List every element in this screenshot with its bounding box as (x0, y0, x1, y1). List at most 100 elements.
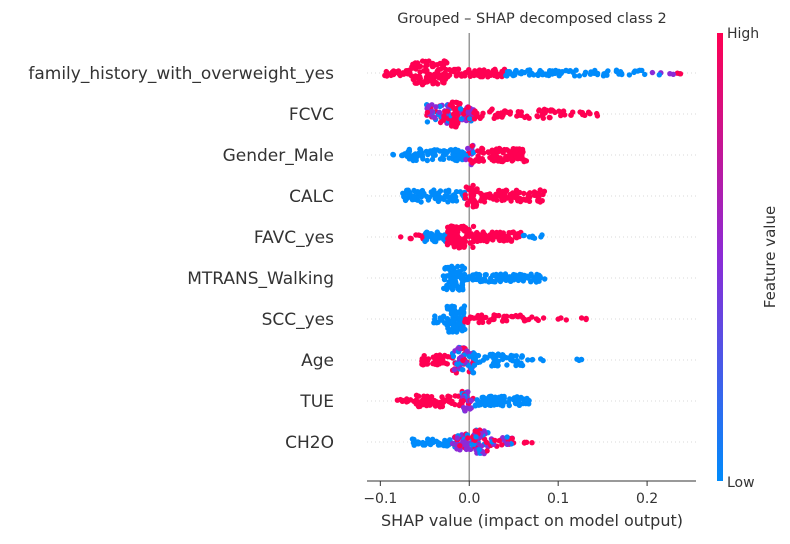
shap-point (458, 243, 464, 250)
shap-point (503, 156, 510, 162)
shap-point (495, 158, 501, 164)
shap-point (506, 402, 512, 409)
shap-point (473, 434, 479, 440)
shap-point (537, 187, 543, 193)
shap-point (487, 236, 493, 242)
shap-point (558, 112, 564, 119)
shap-point (478, 149, 484, 155)
shap-point (444, 273, 451, 279)
shap-point (437, 188, 444, 194)
shap-point (425, 151, 431, 158)
shap-point (582, 69, 589, 76)
shap-point (463, 184, 469, 190)
shap-point (431, 147, 438, 153)
shap-point (419, 151, 425, 158)
shap-point (594, 110, 600, 117)
shap-point (473, 199, 479, 206)
shap-point (451, 275, 457, 281)
shap-point (472, 356, 478, 362)
shap-point (467, 116, 473, 122)
shap-point (465, 276, 471, 283)
shap-point (515, 112, 522, 119)
shap-point (480, 394, 487, 400)
feature-label: CALC (289, 187, 334, 207)
shap-point (656, 72, 662, 78)
shap-point (438, 66, 444, 72)
shap-point (390, 69, 397, 76)
shap-point (529, 314, 535, 320)
shap-point (469, 143, 475, 149)
shap-point (457, 443, 463, 449)
chart-title: Grouped – SHAP decomposed class 2 (397, 11, 666, 27)
shap-point (493, 114, 499, 120)
shap-point (435, 195, 441, 201)
shap-point (451, 67, 457, 74)
shap-point (469, 314, 475, 321)
shap-point (501, 146, 508, 153)
shap-point (402, 197, 409, 204)
shap-point (450, 152, 456, 158)
shap-point (471, 116, 478, 122)
shap-point (467, 240, 473, 246)
shap-point (465, 104, 471, 110)
shap-point (570, 109, 576, 115)
x-axis-label: SHAP value (impact on model output) (381, 511, 683, 530)
shap-point (583, 315, 589, 322)
shap-point (587, 111, 593, 117)
shap-point (465, 435, 471, 441)
shap-point (524, 275, 531, 281)
shap-point (496, 312, 502, 319)
shap-point (441, 196, 447, 202)
shap-point (456, 402, 462, 409)
shap-point (470, 149, 477, 156)
shap-point (524, 395, 530, 402)
shap-point (540, 115, 546, 121)
shap-point (413, 66, 419, 72)
shap-point (521, 316, 527, 322)
shap-point (504, 313, 510, 319)
shap-point (539, 232, 545, 238)
shap-point (514, 358, 520, 364)
shap-point (452, 194, 459, 200)
shap-point (500, 68, 507, 75)
shap-point (446, 304, 452, 310)
shap-point (468, 188, 474, 195)
shap-point (480, 357, 487, 363)
shap-point (537, 67, 543, 74)
shap-point (470, 244, 476, 250)
shap-point (413, 392, 420, 398)
shap-point (495, 274, 501, 280)
shap-point (501, 399, 508, 405)
shap-point (475, 154, 481, 160)
shap-point (494, 192, 500, 198)
shap-point (417, 232, 423, 239)
shap-point (475, 72, 481, 78)
shap-point (470, 204, 476, 210)
shap-point (513, 353, 519, 359)
shap-point (523, 439, 530, 445)
shap-point (463, 156, 469, 163)
shap-point (479, 196, 485, 203)
shap-point (503, 72, 509, 79)
shap-point (422, 398, 428, 404)
shap-point (467, 405, 473, 412)
shap-point (540, 191, 546, 198)
shap-point (527, 190, 533, 196)
shap-point (422, 238, 428, 245)
shap-point (512, 272, 519, 278)
shap-point (514, 146, 520, 152)
shap-point (506, 69, 513, 75)
x-tick-label: 0.1 (547, 491, 569, 507)
shap-point (448, 223, 454, 229)
shap-point (470, 223, 477, 230)
shap-point (431, 77, 437, 84)
shap-point (515, 197, 521, 203)
shap-point (418, 199, 424, 205)
shap-point (562, 112, 568, 118)
shap-point (540, 315, 547, 321)
shap-point (456, 152, 462, 159)
shap-point (444, 242, 451, 248)
shap-point (558, 315, 564, 321)
shap-point (420, 156, 426, 162)
shap-point (490, 316, 496, 323)
